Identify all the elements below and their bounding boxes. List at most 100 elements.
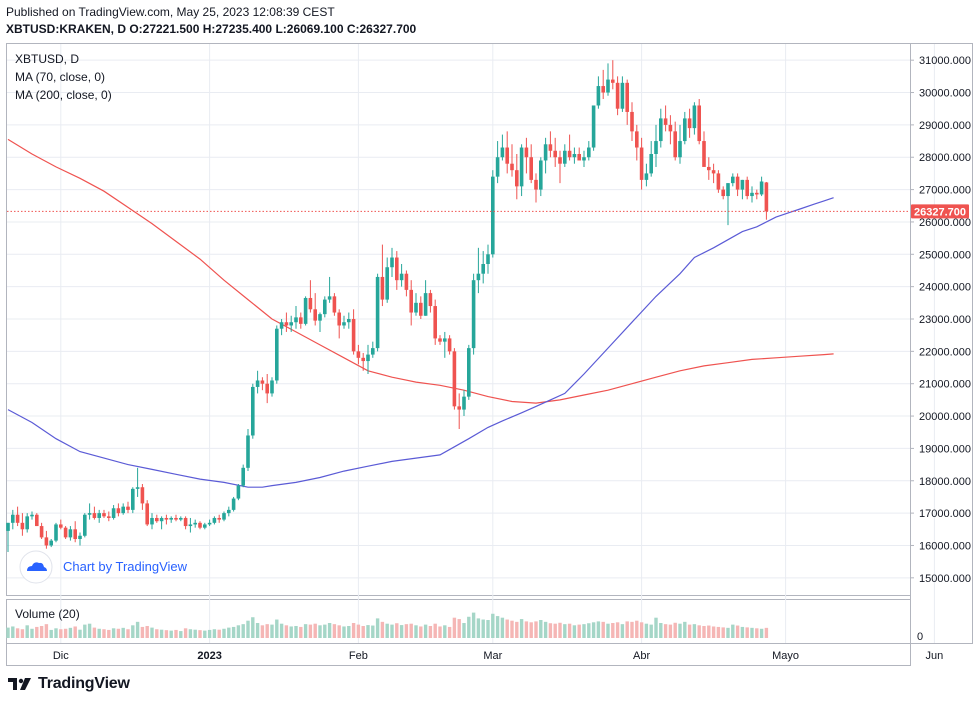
x-tick-label: Mar (483, 650, 502, 662)
volume-bar (39, 626, 44, 638)
volume-bar (740, 626, 745, 638)
volume-bar (395, 623, 399, 638)
volume-bar (284, 625, 289, 638)
candle (44, 530, 49, 549)
candle-body (131, 488, 135, 510)
candle (500, 134, 505, 161)
published-info: Published on TradingView.com, May 25, 20… (6, 5, 335, 19)
price-axis[interactable]: 15000.000 16000.000 17000.000 18000.000 1900… (910, 55, 971, 643)
volume-bar (462, 623, 466, 638)
y-tick-label: 17000.000 (919, 508, 971, 520)
candle-body (659, 118, 663, 142)
volume-bar (606, 623, 610, 638)
candle (452, 348, 457, 410)
volume-bar (390, 624, 394, 638)
candle (260, 377, 265, 391)
volume-bar (318, 625, 322, 638)
candle (174, 514, 178, 522)
candle-body (711, 170, 716, 174)
volume-bar (452, 617, 457, 638)
candle (11, 509, 15, 530)
volume-bar (371, 625, 375, 638)
y-tick-label: 18000.000 (919, 476, 971, 488)
candle-body (92, 513, 97, 518)
candle (212, 516, 217, 525)
candle (630, 102, 634, 142)
candle (510, 144, 514, 177)
candle-body (59, 524, 63, 528)
volume-bar (246, 620, 250, 638)
candle-body (620, 82, 625, 109)
volume-bar (303, 624, 308, 638)
candle-body (630, 111, 634, 132)
volume-bar (92, 627, 97, 638)
candle-body (399, 273, 404, 281)
volume-bar (539, 620, 543, 638)
volume-bar (428, 626, 433, 638)
volume-bar (500, 617, 505, 638)
candle-body (265, 383, 269, 394)
candle-body (83, 514, 87, 536)
volume-bar (663, 624, 668, 638)
volume-bar (15, 628, 20, 638)
volume-bar (366, 625, 370, 638)
volume-bar (289, 626, 293, 638)
volume-bar (673, 622, 677, 638)
candle-body (625, 82, 629, 112)
candle-body (572, 154, 577, 158)
candle (102, 509, 106, 518)
candle (534, 173, 538, 203)
candle-body (683, 118, 687, 142)
volume-bar (467, 616, 471, 638)
candle-body (491, 176, 495, 255)
candle-body (183, 517, 188, 527)
volume-bar (241, 624, 245, 638)
candle (380, 244, 385, 307)
candle-body (567, 150, 572, 158)
candle-body (428, 293, 433, 307)
candle (683, 111, 687, 145)
candle-body (471, 280, 476, 349)
volume-bar (332, 624, 337, 638)
volume-bar (97, 628, 101, 638)
candle (558, 150, 562, 184)
candle-body (702, 141, 706, 167)
volume-bar (121, 627, 125, 638)
tv-logo-icon (8, 678, 31, 690)
candle (668, 115, 673, 145)
volume-bar (481, 619, 485, 638)
volume-bar (486, 620, 490, 638)
candle (601, 69, 605, 99)
volume-bar (251, 617, 255, 638)
candle-body (615, 82, 620, 109)
candle-body (30, 514, 34, 517)
time-axis[interactable]: Dic 2023 Feb Mar Abr Mayo Jun (53, 650, 943, 662)
candle-body (375, 276, 380, 349)
volume-bar (755, 628, 759, 638)
candle-body (721, 189, 725, 197)
candle-body (39, 526, 44, 538)
candle-body (212, 517, 217, 523)
candle-body (755, 192, 759, 195)
candle-body (327, 296, 332, 300)
candle-body (11, 514, 15, 523)
y-tick-label: 25000.000 (919, 249, 971, 261)
x-tick-label: Feb (349, 650, 368, 662)
tradingview-logo[interactable]: TradingView (8, 673, 130, 695)
candle (25, 513, 29, 533)
candle (111, 505, 116, 520)
candle (707, 157, 711, 180)
candle (361, 352, 365, 371)
volume-bar (231, 626, 236, 638)
tradingview-watermark[interactable]: Chart by TradingView (19, 550, 188, 584)
candle (697, 99, 701, 145)
volume-bar (308, 624, 313, 638)
candle (116, 503, 121, 517)
volume-bar (587, 623, 591, 638)
ma200-line (7, 138, 834, 404)
candle (659, 108, 663, 148)
volume-bar (174, 629, 178, 638)
candle-body (193, 522, 197, 525)
candle (457, 393, 461, 429)
